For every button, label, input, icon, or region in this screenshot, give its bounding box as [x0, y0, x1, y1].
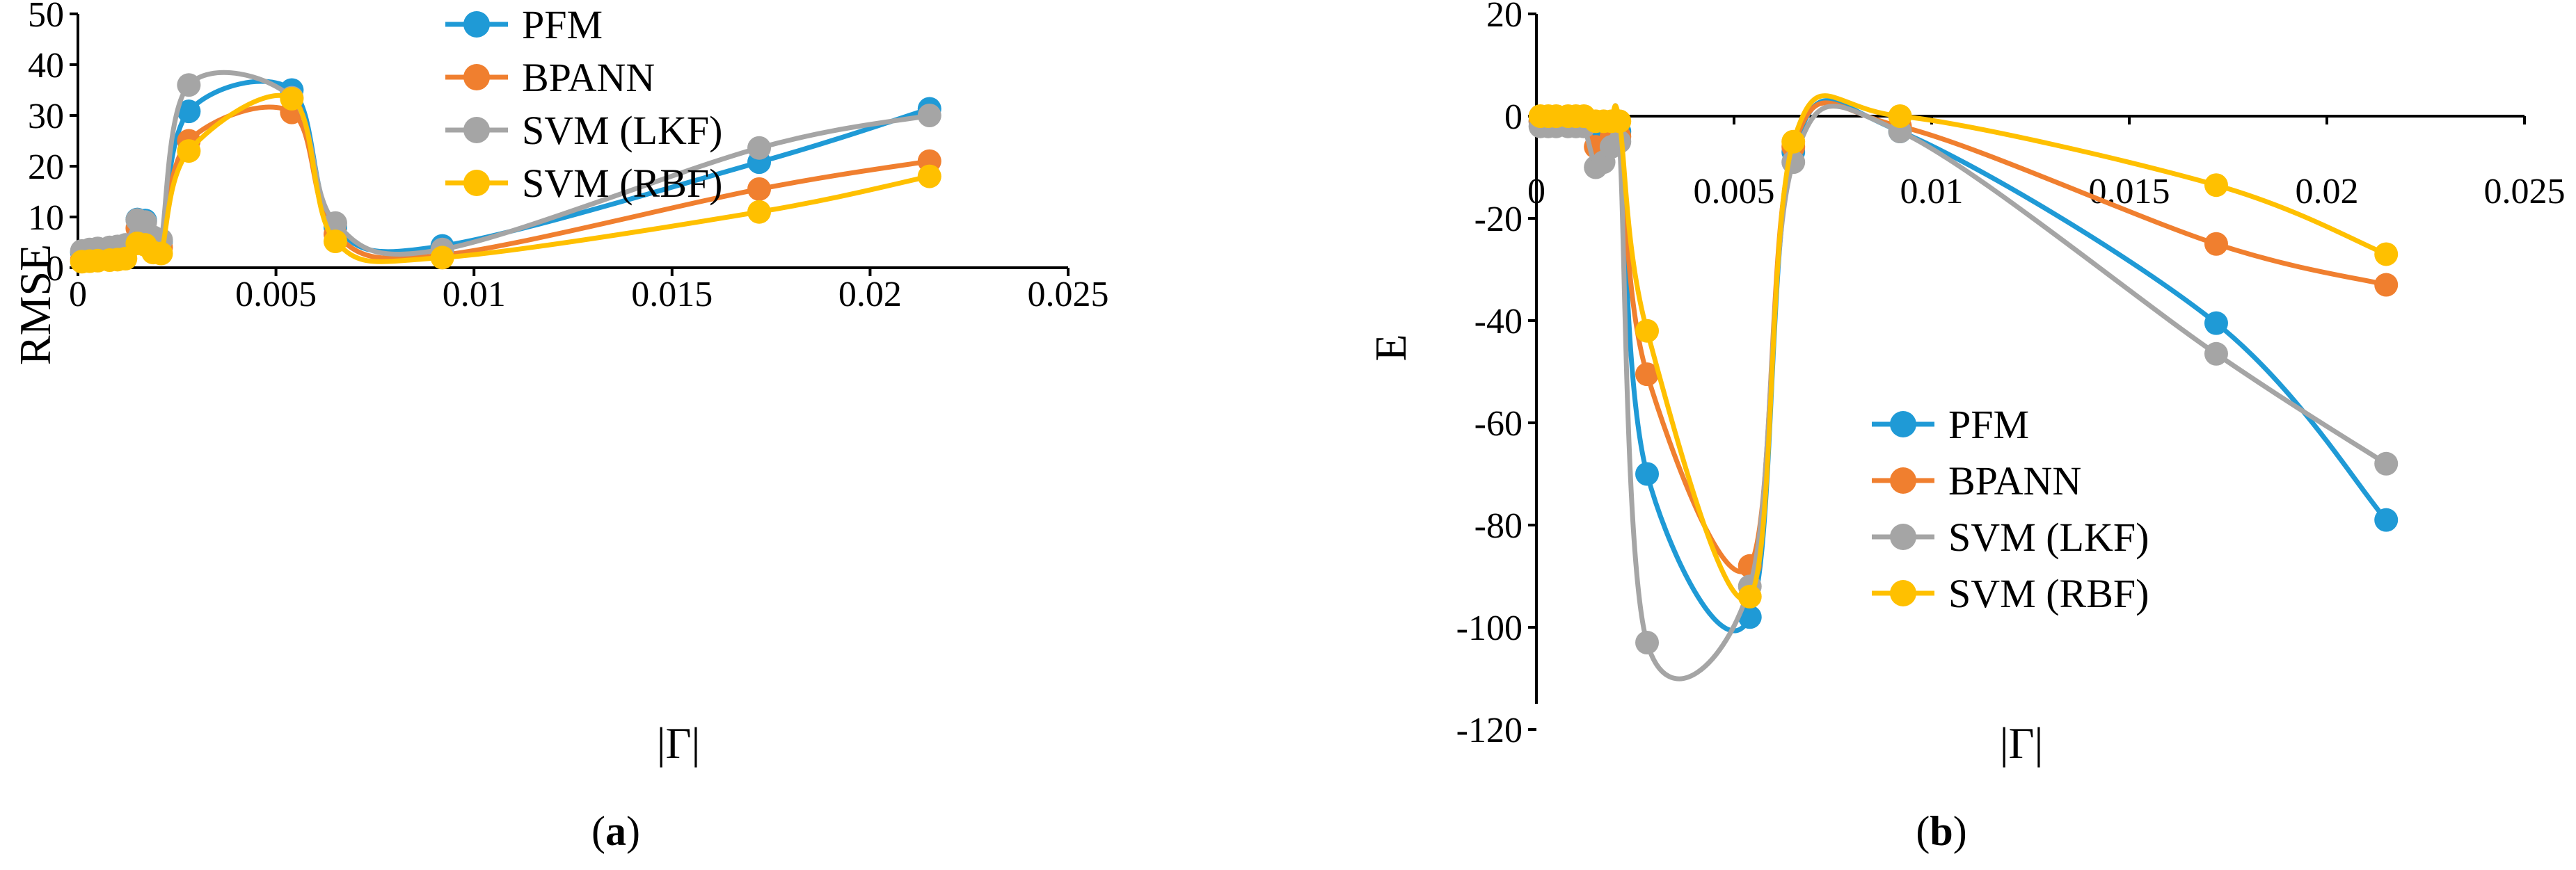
data-point	[2374, 242, 2399, 266]
series-bpann	[70, 100, 941, 272]
legend-marker	[1890, 467, 1916, 494]
x-axis-label: |Γ|	[2000, 718, 2044, 768]
x-tick-label: 0.01	[443, 275, 506, 314]
x-tick-label: 0.025	[1028, 275, 1109, 314]
data-point	[177, 73, 201, 97]
data-point	[1781, 129, 1806, 154]
data-point	[1607, 109, 1632, 134]
legend-label: SVM (RBF)	[522, 161, 722, 206]
legend-marker	[463, 64, 490, 90]
data-point	[747, 136, 772, 160]
data-point	[2204, 232, 2228, 256]
y-tick-label: 0	[1504, 97, 1522, 137]
series-pfm	[70, 78, 941, 265]
legend-marker	[1890, 580, 1916, 606]
x-tick-label: 0	[69, 275, 87, 314]
y-tick-label: -100	[1456, 609, 1522, 648]
legend-label: SVM (RBF)	[1948, 571, 2149, 616]
data-point	[1635, 362, 1660, 387]
y-axis-label: E	[1366, 334, 1415, 361]
data-point	[1738, 584, 1762, 609]
data-point	[1738, 605, 1762, 629]
legend-label: SVM (LKF)	[1948, 515, 2149, 560]
y-tick-label: 30	[28, 97, 64, 136]
data-point	[917, 104, 941, 127]
legend-marker	[463, 170, 490, 196]
data-point	[2374, 273, 2399, 297]
y-tick-label: -20	[1474, 200, 1522, 239]
y-tick-label: -60	[1474, 404, 1522, 444]
legend-marker	[463, 11, 490, 38]
series-line	[81, 70, 930, 257]
x-tick-label: 0.02	[2296, 172, 2359, 211]
data-point	[323, 229, 347, 254]
legend-label: PFM	[1948, 402, 2029, 447]
y-tick-label: 20	[1486, 0, 1522, 35]
y-tick-label: 40	[28, 46, 64, 86]
data-point	[149, 241, 173, 266]
panel-caption-a: (a)	[591, 808, 640, 854]
x-tick-label: 0	[1527, 172, 1545, 211]
series-svm-rbf	[70, 86, 941, 274]
panel-caption-b: (b)	[1916, 808, 1966, 854]
legend-label: BPANN	[522, 55, 655, 100]
series-svm-rbf	[1528, 93, 2399, 609]
x-tick-label: 0.015	[2089, 172, 2170, 211]
series-line	[81, 92, 930, 264]
y-tick-label: 50	[28, 0, 64, 35]
x-axis-label: |Γ|	[657, 718, 701, 768]
x-tick-label: 0.01	[1900, 172, 1964, 211]
data-point	[747, 177, 772, 201]
data-point	[917, 164, 941, 188]
data-point	[1888, 104, 1912, 128]
legend: PFM BPANN SVM (LKF) SVM (RBF)	[445, 2, 722, 206]
legend-marker	[1890, 411, 1916, 437]
x-tick-label: 0.005	[235, 275, 317, 314]
data-point	[1635, 319, 1660, 343]
legend-label: PFM	[522, 2, 603, 47]
legend-marker	[1890, 524, 1916, 550]
legend-marker	[463, 117, 490, 143]
legend-label: BPANN	[1948, 458, 2081, 504]
data-point	[747, 200, 772, 224]
y-tick-label: -40	[1474, 302, 1522, 341]
y-axis-label: RMSE	[10, 244, 60, 365]
x-tick-label: 0.02	[838, 275, 902, 314]
data-point	[430, 245, 454, 270]
y-tick-label: 10	[28, 198, 64, 238]
data-point	[2204, 173, 2228, 198]
data-point	[2204, 311, 2228, 335]
data-point	[280, 86, 304, 111]
y-tick-label: 20	[28, 147, 64, 187]
x-tick-label: 0.025	[2484, 172, 2566, 211]
y-tick-label: 0	[46, 249, 64, 289]
y-tick-label: -120	[1456, 711, 1522, 750]
legend-label: SVM (LKF)	[522, 108, 722, 153]
x-tick-label: 0.005	[1694, 172, 1775, 211]
legend: PFM BPANN SVM (LKF) SVM (RBF)	[1872, 402, 2149, 616]
y-tick-label: -80	[1474, 506, 1522, 546]
data-point	[1635, 462, 1660, 486]
data-point	[2204, 341, 2228, 366]
series-line	[81, 79, 930, 255]
data-point	[177, 99, 201, 124]
data-point	[2374, 508, 2399, 532]
x-tick-label: 0.015	[631, 275, 713, 314]
data-point	[1635, 631, 1660, 655]
data-point	[177, 139, 201, 163]
data-point	[2374, 451, 2399, 476]
